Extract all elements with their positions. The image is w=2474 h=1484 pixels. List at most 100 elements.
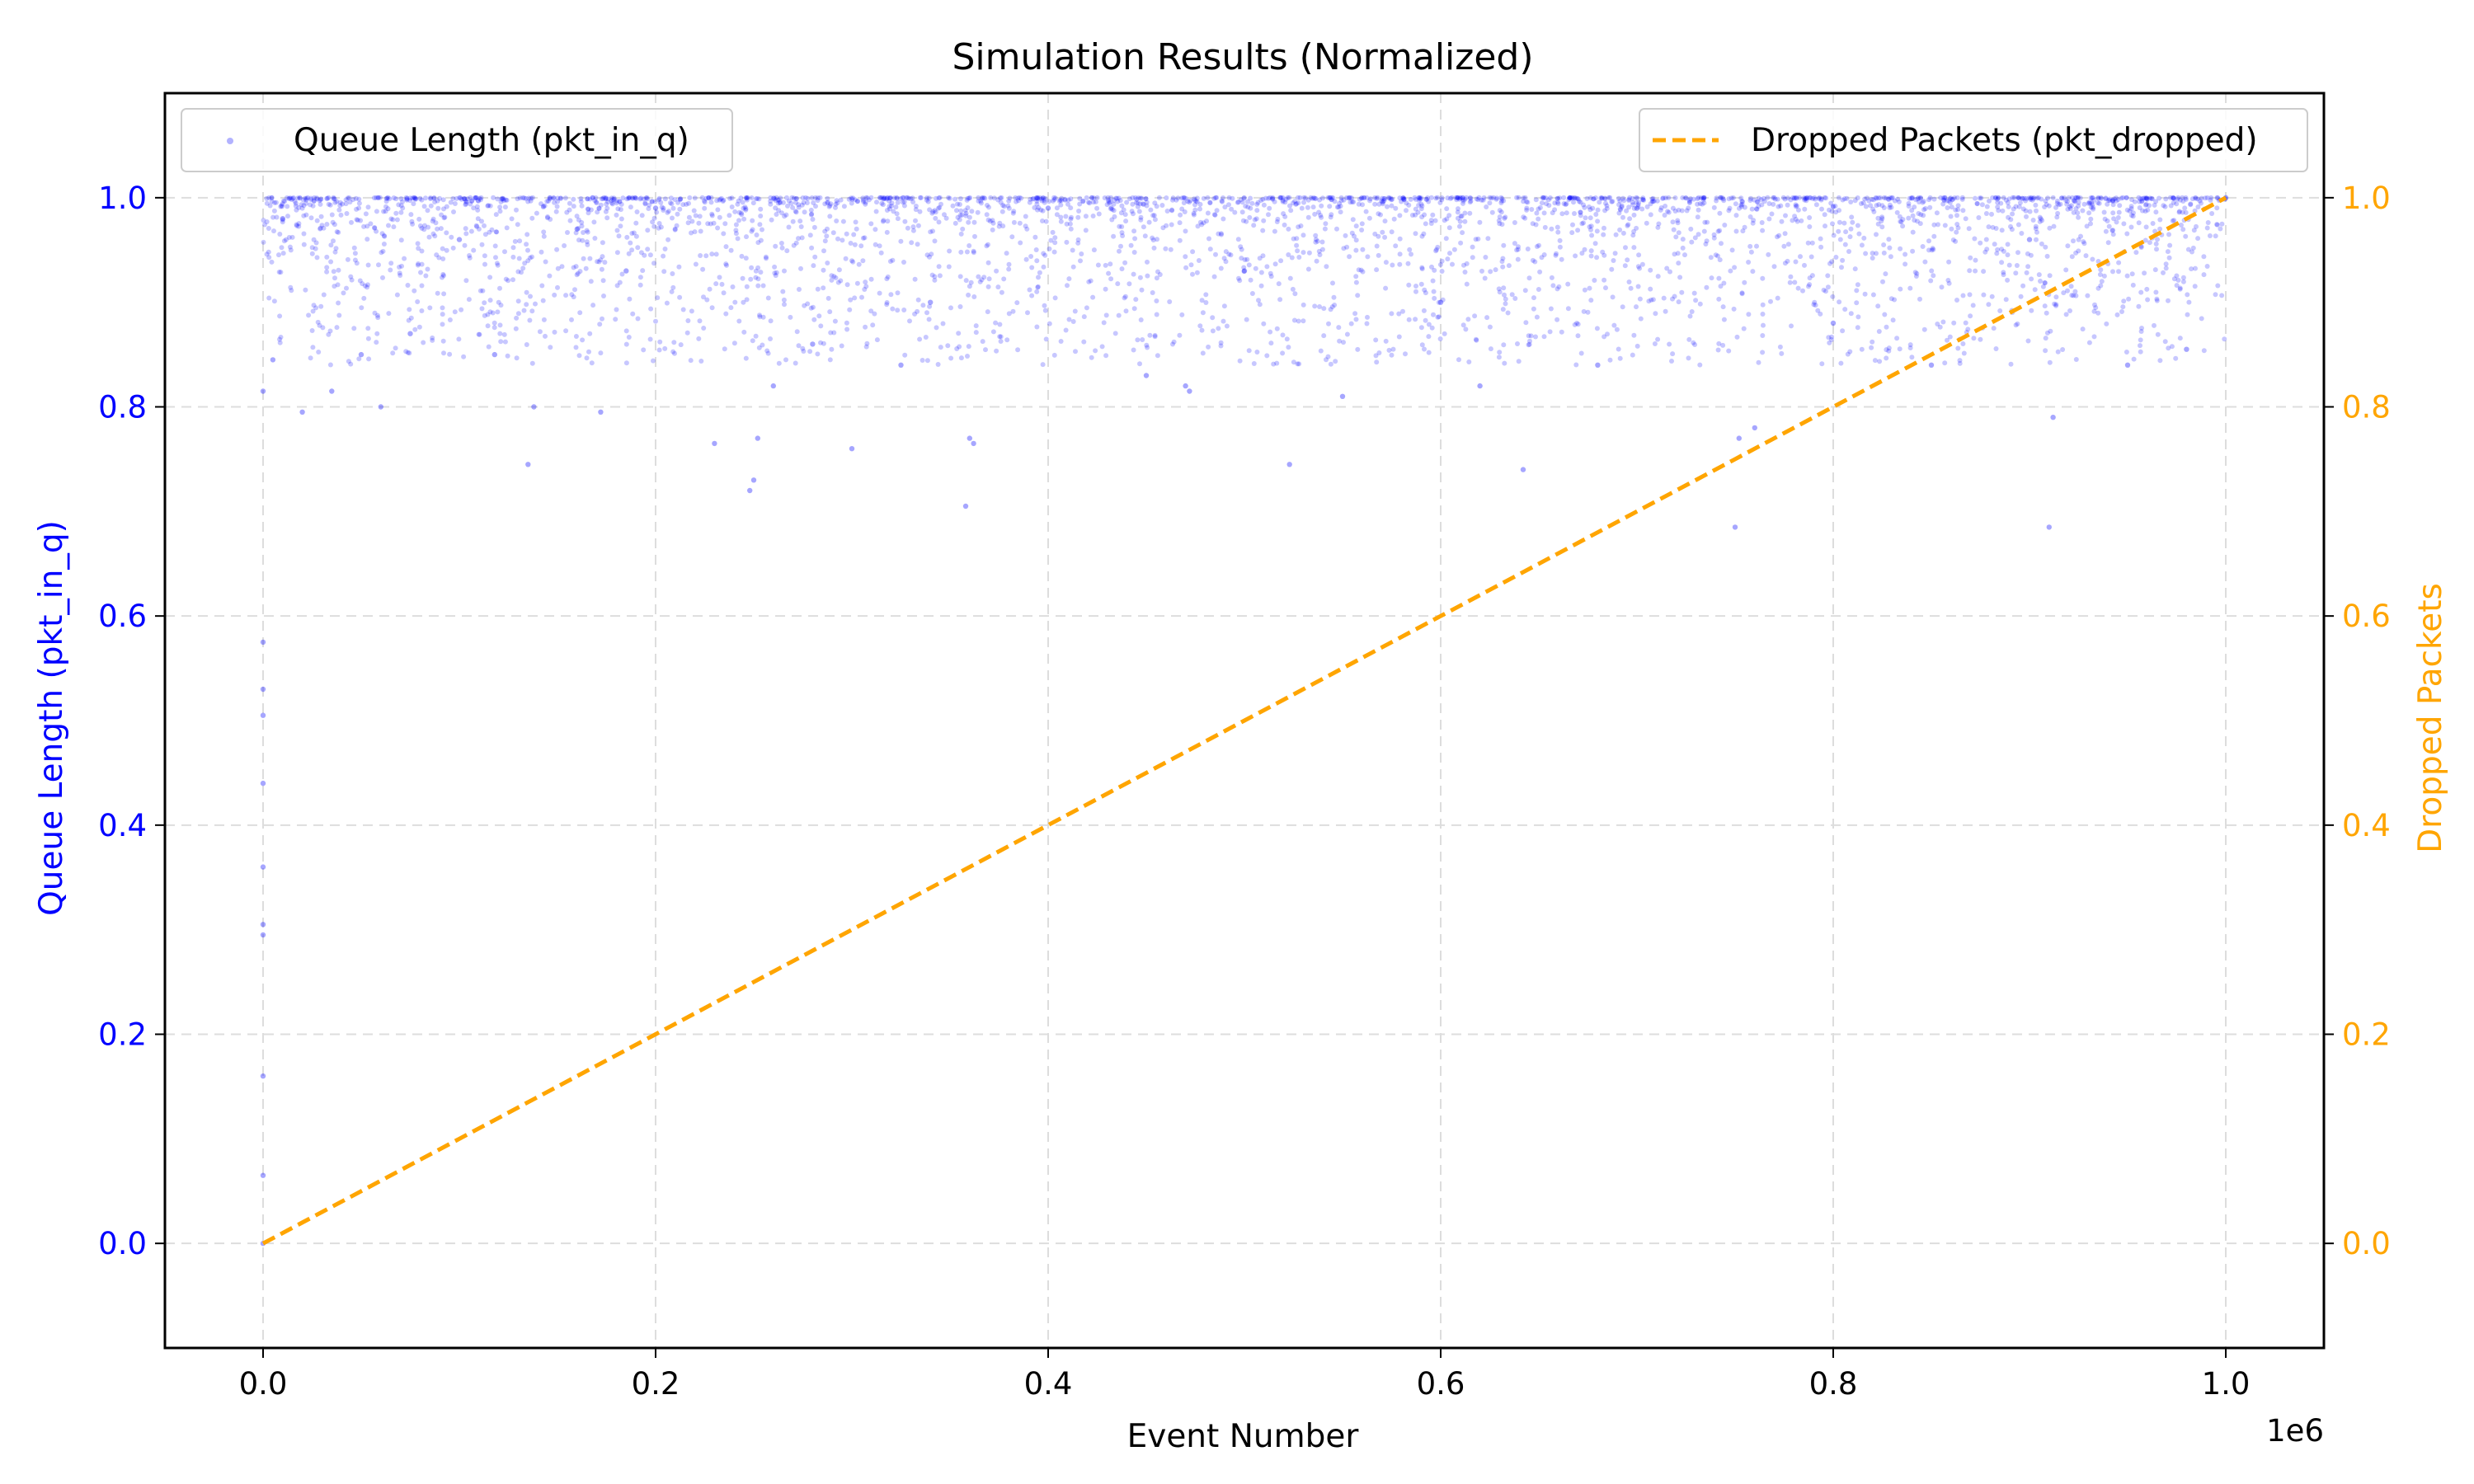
queue-point-density <box>1886 348 1892 354</box>
queue-point-density <box>2138 329 2144 334</box>
queue-point-density <box>327 362 333 368</box>
queue-point-density <box>441 273 446 279</box>
queue-point-density <box>1220 199 1225 204</box>
queue-point-density <box>1131 306 1137 312</box>
queue-point-density <box>1935 222 1940 228</box>
x-tick-label: 0.6 <box>1417 1366 1465 1402</box>
queue-point-density <box>1194 270 1200 275</box>
queue-point-density <box>1760 228 1766 233</box>
queue-point-density <box>356 200 362 206</box>
queue-point-density <box>624 234 630 240</box>
queue-point-density <box>372 225 378 230</box>
queue-point-density <box>1027 200 1032 205</box>
queue-point-density <box>1488 269 1493 275</box>
queue-point-density <box>1498 209 1504 215</box>
queue-point-density <box>2067 308 2072 313</box>
queue-point-density <box>1950 197 1955 203</box>
queue-point-density <box>1314 258 1319 264</box>
queue-point-density <box>864 195 870 201</box>
queue-point-density <box>2015 321 2020 326</box>
queue-point-density <box>1117 248 1122 254</box>
queue-point-density <box>1338 198 1344 204</box>
queue-point-density <box>2040 284 2046 289</box>
queue-point-density <box>2091 197 2097 203</box>
queue-point-density <box>1717 210 1723 216</box>
queue-point-density <box>1433 248 1439 254</box>
queue-point-density <box>1638 316 1644 322</box>
queue-point-density <box>1926 238 1931 244</box>
queue-point-density <box>672 226 678 232</box>
queue-point-density <box>1655 336 1661 342</box>
queue-point-density <box>1317 252 1323 257</box>
queue-point-density <box>1573 195 1579 201</box>
queue-point-density <box>1418 201 1424 207</box>
queue-point-density <box>1218 340 1224 345</box>
queue-point-density <box>1708 255 1714 261</box>
queue-point-density <box>709 251 715 257</box>
queue-point-density <box>791 195 797 201</box>
queue-point-density <box>365 284 370 290</box>
queue-point-density <box>1083 214 1089 219</box>
queue-point-density <box>1491 195 1497 200</box>
queue-point-density <box>2143 224 2149 230</box>
queue-point-density <box>1422 212 1427 218</box>
queue-point-density <box>1676 299 1681 305</box>
queue-point-density <box>528 198 534 204</box>
queue-point-density <box>1847 349 1853 355</box>
queue-point-density <box>1841 196 1847 202</box>
queue-point-density <box>1829 334 1835 340</box>
queue-point-density <box>428 196 433 201</box>
queue-point-density <box>1196 258 1202 263</box>
queue-point-density <box>750 218 755 223</box>
queue-point-density <box>2076 195 2081 200</box>
queue-point-density <box>1882 312 1888 317</box>
queue-point-density <box>2062 195 2067 200</box>
queue-point-density <box>1070 247 1075 253</box>
queue-point-density <box>308 215 314 221</box>
queue-point-density <box>1034 201 1040 207</box>
queue-point-density <box>1529 207 1535 212</box>
queue-point-density <box>1042 308 1048 313</box>
queue-point-density <box>995 197 1001 203</box>
queue-point-density <box>1211 274 1217 279</box>
queue-point-density <box>840 237 845 243</box>
queue-point-density <box>1554 317 1560 322</box>
queue-point-density <box>2030 195 2036 201</box>
queue-point-density <box>360 281 365 287</box>
queue-point-density <box>1516 195 1522 200</box>
queue-point-density <box>2073 357 2079 362</box>
queue-point <box>260 1073 266 1079</box>
queue-point-density <box>2186 299 2192 305</box>
queue-point-density <box>1084 305 1089 311</box>
queue-point-density <box>1160 225 1166 231</box>
queue-point-density <box>1197 323 1203 329</box>
queue-point-density <box>1960 341 1966 346</box>
queue-point-density <box>1076 209 1082 214</box>
queue-point-density <box>1554 195 1560 201</box>
queue-point-density <box>881 196 887 202</box>
queue-point-density <box>1268 274 1274 279</box>
queue-point-density <box>1906 215 1912 221</box>
queue-point-density <box>1341 246 1347 251</box>
queue-point-density <box>1782 261 1788 266</box>
queue-point-density <box>409 218 415 224</box>
queue-point-density <box>522 261 528 266</box>
queue-point-density <box>312 195 317 200</box>
queue-point-density <box>821 267 826 273</box>
queue-point-density <box>1221 256 1227 261</box>
queue-point-density <box>711 220 717 226</box>
queue-point <box>260 712 266 718</box>
queue-point-density <box>1898 218 1903 224</box>
queue-point-density <box>1870 251 1875 256</box>
queue-point-density <box>2063 312 2069 317</box>
queue-point-density <box>609 201 615 207</box>
queue-point-density <box>1295 361 1300 367</box>
queue-point-density <box>1412 195 1418 200</box>
queue-point-density <box>1365 254 1371 260</box>
queue-point-density <box>2060 347 2066 352</box>
queue-point-density <box>1742 279 1747 285</box>
queue-point-density <box>985 284 991 289</box>
queue-point-density <box>1990 224 1996 230</box>
queue-point-density <box>1986 302 1992 308</box>
queue-point-density <box>468 201 473 207</box>
